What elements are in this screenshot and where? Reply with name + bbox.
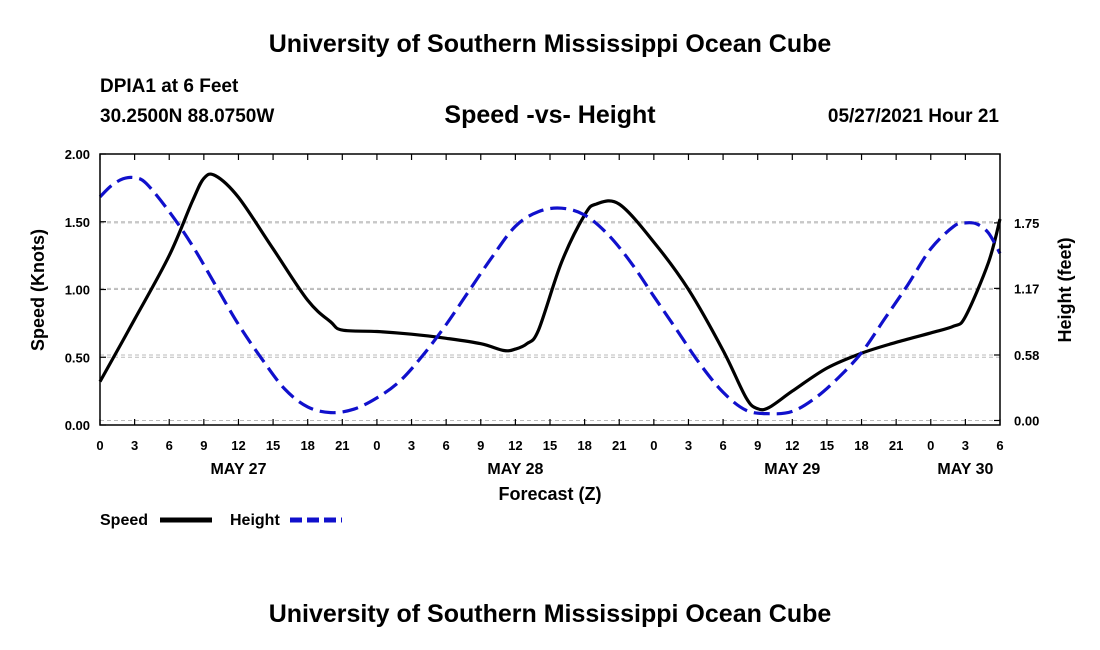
x-tick-label: 3 [685,438,692,453]
station-coordinates: 30.2500N 88.0750W [100,106,275,127]
x-tick-label: 6 [443,438,450,453]
y-axis-right-title: Height (feet) [1055,238,1075,343]
x-axis-title: Forecast (Z) [498,484,601,504]
y-right-tick-label: 0.58 [1014,348,1039,363]
x-tick-label: 18 [854,438,868,453]
x-day-label: MAY 28 [487,461,543,478]
y-left-tick-label: 2.00 [65,147,90,162]
x-tick-label: 12 [508,438,522,453]
x-tick-label: 12 [785,438,799,453]
x-tick-label: 15 [543,438,557,453]
x-tick-label: 12 [231,438,245,453]
x-day-label: MAY 27 [210,461,266,478]
x-tick-label: 0 [96,438,103,453]
x-tick-label: 3 [962,438,969,453]
y-right-tick-label: 1.75 [1014,216,1039,231]
axis-layer: 0.00 0.50 1.00 1.50 2.00 0.00 0.58 1.17 1.75 0 3 6 9… [65,147,1040,478]
legend-height-label: Height [230,512,280,529]
x-tick-label: 0 [650,438,657,453]
x-tick-label: 6 [166,438,173,453]
x-tick-label: 21 [335,438,349,453]
series-line-speed [98,172,1002,412]
x-tick-label: 9 [200,438,207,453]
forecast-timestamp: 05/27/2021 Hour 21 [827,106,999,127]
legend-speed-label: Speed [100,512,148,529]
x-tick-label: 21 [612,438,626,453]
x-tick-label: 0 [927,438,934,453]
x-tick-label: 15 [266,438,280,453]
y-left-tick-label: 0.00 [65,418,90,433]
x-day-label: MAY 30 [937,461,993,478]
series-layer [98,172,1002,416]
y-axis-left-title: Speed (Knots) [28,229,48,351]
y-right-tick-label: 1.17 [1014,281,1039,296]
x-tick-label: 18 [300,438,314,453]
y-right-tick-label: 0.00 [1014,413,1039,428]
x-tick-label: 18 [577,438,591,453]
x-tick-label: 0 [373,438,380,453]
legend: Speed Height [100,512,342,529]
x-tick-label: 15 [820,438,834,453]
main-title: University of Southern Mississippi Ocean… [268,30,832,58]
x-tick-label: 6 [996,438,1003,453]
station-name: DPIA1 at 6 Feet [100,76,239,97]
y-left-tick-label: 1.50 [65,215,90,230]
x-tick-label: 9 [754,438,761,453]
y-left-tick-label: 1.00 [65,283,90,298]
x-tick-label: 9 [477,438,484,453]
x-tick-label: 6 [719,438,726,453]
x-tick-label: 3 [408,438,415,453]
x-tick-label: 3 [131,438,138,453]
series-line-height [98,175,1002,416]
x-day-label: MAY 29 [764,461,820,478]
footer-title: University of Southern Mississippi Ocean… [268,600,832,628]
y-left-tick-label: 0.50 [65,350,90,365]
chart-title: Speed -vs- Height [444,101,656,129]
x-tick-label: 21 [889,438,903,453]
